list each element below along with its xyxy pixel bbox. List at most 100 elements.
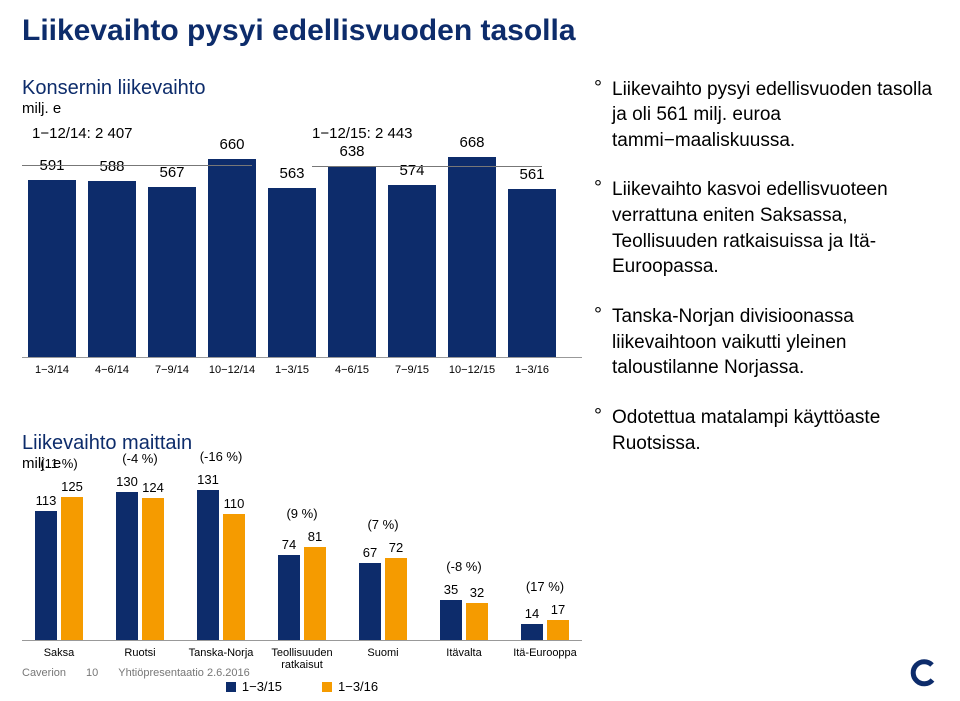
bullet-item: Liikevaihto kasvoi edellisvuoteen verrat… xyxy=(594,177,938,280)
bottom-chart-bar: 17 xyxy=(547,620,569,639)
content-columns: Konsernin liikevaihto milj. e 1−12/14: 2… xyxy=(22,77,938,694)
slide-title: Liikevaihto pysyi edellisvuoden tasolla xyxy=(22,14,938,49)
bottom-chart-bar-pair: 113125 xyxy=(35,497,83,639)
top-chart-x-tick: 1−3/14 xyxy=(28,364,76,376)
footer-left: Caverion 10 Yhtiöpresentaatio 2.6.2016 xyxy=(22,667,250,679)
bottom-chart-pct-label: (-4 %) xyxy=(105,451,175,466)
bottom-chart-bar-value: 131 xyxy=(193,472,223,487)
bottom-chart-bar-pair: 1417 xyxy=(521,620,569,639)
top-chart-bar: 588 xyxy=(88,181,136,357)
top-chart-bar-rect xyxy=(28,180,76,356)
bottom-chart-bar-value: 113 xyxy=(31,493,61,508)
bottom-chart-pct-label: (9 %) xyxy=(267,506,337,521)
top-chart-bar-rect xyxy=(328,166,376,356)
bottom-chart-bar: 125 xyxy=(61,497,83,639)
top-chart-x-tick: 4−6/14 xyxy=(88,364,136,376)
slide: Liikevaihto pysyi edellisvuoden tasolla … xyxy=(0,0,960,701)
top-chart-block: Konsernin liikevaihto milj. e 1−12/14: 2… xyxy=(22,77,582,376)
top-chart-bar: 567 xyxy=(148,187,196,356)
top-chart-period-rule xyxy=(22,165,252,166)
bottom-chart-pct-label: (17 %) xyxy=(510,579,580,594)
bottom-chart-pct-label: (-8 %) xyxy=(429,559,499,574)
top-chart-bar-value: 668 xyxy=(442,134,502,151)
bottom-chart-pct-label: (11 %) xyxy=(24,456,94,471)
top-chart-unit: milj. e xyxy=(22,100,582,117)
bottom-chart-group: (17 %)1417 xyxy=(512,620,578,639)
bottom-chart-group: (-16 %)131110 xyxy=(188,490,254,639)
bullet-item: Liikevaihto pysyi edellisvuoden tasolla … xyxy=(594,77,938,154)
top-chart-bar-rect xyxy=(148,187,196,356)
top-chart-bar-value: 574 xyxy=(382,162,442,179)
bottom-chart-pct-label: (-16 %) xyxy=(186,449,256,464)
top-chart-bar-rect xyxy=(448,157,496,356)
top-chart-x-tick: 7−9/15 xyxy=(388,364,436,376)
bottom-chart-groups: (11 %)113125(-4 %)130124(-16 %)131110(9 … xyxy=(22,490,582,639)
bottom-chart-bar: 72 xyxy=(385,558,407,640)
top-chart-x-tick: 1−3/15 xyxy=(268,364,316,376)
bottom-chart-bar-value: 72 xyxy=(381,540,411,555)
bottom-chart-bar-value: 110 xyxy=(219,496,249,511)
bottom-chart-pct-label: (7 %) xyxy=(348,517,418,532)
slide-footer: Caverion 10 Yhtiöpresentaatio 2.6.2016 xyxy=(22,659,938,687)
top-chart-bar: 660 xyxy=(208,159,256,356)
bottom-chart-bar: 81 xyxy=(304,547,326,639)
bottom-chart-group: (9 %)7481 xyxy=(269,547,335,639)
bottom-chart-group: (11 %)113125 xyxy=(26,497,92,639)
logo xyxy=(910,659,938,687)
top-chart-bar-value: 638 xyxy=(322,143,382,160)
bottom-chart-bar-pair: 7481 xyxy=(278,547,326,639)
bottom-chart-bar: 110 xyxy=(223,514,245,639)
bottom-chart-bar-value: 32 xyxy=(462,585,492,600)
bottom-chart-bar: 130 xyxy=(116,492,138,640)
top-chart-bar: 561 xyxy=(508,189,556,356)
top-chart-bar: 574 xyxy=(388,185,436,356)
top-chart-period-rule xyxy=(312,166,542,167)
top-chart-bar-rect xyxy=(388,185,436,356)
footer-page-no: 10 xyxy=(86,667,98,679)
top-chart-bar-value: 567 xyxy=(142,164,202,181)
bottom-chart-bar-value: 17 xyxy=(543,602,573,617)
right-column: Liikevaihto pysyi edellisvuoden tasolla … xyxy=(582,77,938,694)
top-chart-heading: Konsernin liikevaihto xyxy=(22,77,582,100)
top-chart-bars: 591588567660563638574668561 xyxy=(22,148,582,357)
top-chart-bar-rect xyxy=(208,159,256,356)
bottom-chart: (11 %)113125(-4 %)130124(-16 %)131110(9 … xyxy=(22,476,582,641)
top-chart-bar: 668 xyxy=(448,157,496,356)
bottom-chart-bar-pair: 131110 xyxy=(197,490,245,639)
bullet-list: Liikevaihto pysyi edellisvuoden tasolla … xyxy=(594,77,938,457)
footer-company: Caverion xyxy=(22,667,66,679)
bottom-chart-bar: 14 xyxy=(521,624,543,640)
top-chart-bar-rect xyxy=(508,189,556,356)
bottom-chart-bar-pair: 130124 xyxy=(116,492,164,640)
left-column: Konsernin liikevaihto milj. e 1−12/14: 2… xyxy=(22,77,582,694)
bullet-item: Tanska-Norjan divisioonassa liikevaihtoo… xyxy=(594,304,938,381)
top-chart-x-tick: 10−12/15 xyxy=(448,364,496,376)
bottom-chart-bar: 32 xyxy=(466,603,488,639)
bottom-chart-bar-value: 124 xyxy=(138,480,168,495)
top-chart-x-tick: 4−6/15 xyxy=(328,364,376,376)
top-chart-bar: 591 xyxy=(28,180,76,356)
top-chart-xaxis: 1−3/144−6/147−9/1410−12/141−3/154−6/157−… xyxy=(22,364,582,376)
top-chart-bar-rect xyxy=(268,188,316,356)
brand-c-icon xyxy=(910,659,938,687)
bottom-chart-bar: 131 xyxy=(197,490,219,639)
bullet-item: Odotettua matalampi käyttöaste Ruotsissa… xyxy=(594,405,938,456)
bottom-chart-bar-pair: 6772 xyxy=(359,558,407,640)
top-chart-x-tick: 10−12/14 xyxy=(208,364,256,376)
bottom-chart-bar: 74 xyxy=(278,555,300,639)
bottom-chart-bar-value: 81 xyxy=(300,529,330,544)
period-2-label: 1−12/15: 2 443 xyxy=(252,125,413,142)
top-chart-x-tick: 1−3/16 xyxy=(508,364,556,376)
footer-doc: Yhtiöpresentaatio 2.6.2016 xyxy=(118,667,250,679)
bottom-chart-bar: 113 xyxy=(35,511,57,640)
top-chart-bar-value: 561 xyxy=(502,166,562,183)
bottom-chart-bar-pair: 3532 xyxy=(440,600,488,640)
bottom-chart-group: (-4 %)130124 xyxy=(107,492,173,640)
bottom-chart-bar-value: 125 xyxy=(57,479,87,494)
bottom-chart-bar: 35 xyxy=(440,600,462,640)
bottom-chart-bar: 67 xyxy=(359,563,381,639)
bottom-chart-group: (7 %)6772 xyxy=(350,558,416,640)
top-chart-bar-value: 660 xyxy=(202,136,262,153)
bottom-chart-block: Liikevaihto maittain milj. e (11 %)11312… xyxy=(22,432,582,694)
top-chart: 591588567660563638574668561 xyxy=(22,148,582,358)
